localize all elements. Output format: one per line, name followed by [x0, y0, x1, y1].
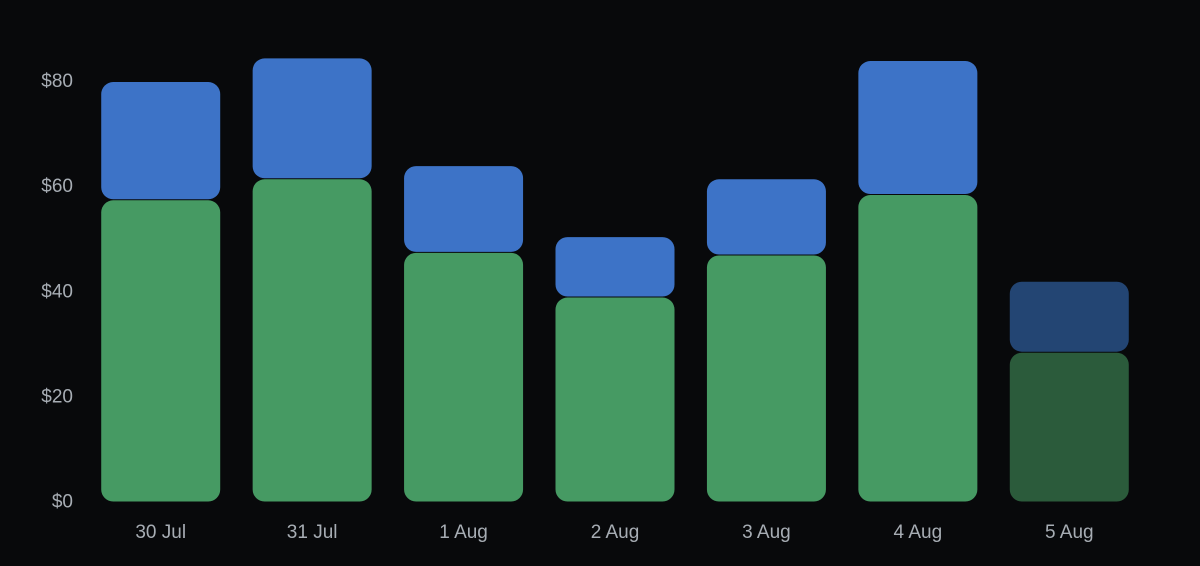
- bar-stack[interactable]: [858, 61, 978, 502]
- bar-stack[interactable]: [706, 179, 826, 502]
- x-tick-label: 4 Aug: [894, 522, 943, 543]
- x-tick-label: 1 Aug: [439, 522, 488, 543]
- bars-layer: [101, 58, 1129, 502]
- y-tick-label: $60: [41, 176, 73, 197]
- bar-segment-lower[interactable]: [706, 255, 826, 502]
- y-tick-label: $0: [52, 492, 73, 513]
- bar-segment-upper[interactable]: [252, 58, 372, 179]
- bar-stack[interactable]: [101, 82, 221, 502]
- bar-segment-lower[interactable]: [1009, 352, 1129, 502]
- bar-stack[interactable]: [404, 166, 524, 502]
- y-tick-label: $20: [41, 386, 73, 407]
- x-tick-label: 5 Aug: [1045, 522, 1094, 543]
- bar-stack[interactable]: [252, 58, 372, 502]
- y-tick-label: $80: [41, 71, 73, 92]
- x-tick-label: 31 Jul: [287, 522, 338, 543]
- bar-segment-lower[interactable]: [101, 200, 221, 502]
- bar-segment-upper[interactable]: [101, 82, 221, 200]
- bar-stack[interactable]: [1009, 281, 1129, 502]
- x-tick-label: 2 Aug: [591, 522, 640, 543]
- bar-segment-lower[interactable]: [252, 179, 372, 502]
- bar-segment-lower[interactable]: [858, 195, 978, 502]
- x-tick-label: 30 Jul: [135, 522, 186, 543]
- bar-segment-upper[interactable]: [706, 179, 826, 255]
- bar-stack[interactable]: [555, 237, 675, 502]
- bar-segment-lower[interactable]: [404, 252, 524, 502]
- x-tick-label: 3 Aug: [742, 522, 791, 543]
- bar-segment-upper[interactable]: [858, 61, 978, 195]
- y-tick-label: $40: [41, 281, 73, 302]
- bar-segment-upper[interactable]: [404, 166, 524, 252]
- bar-segment-upper[interactable]: [1009, 281, 1129, 352]
- bar-segment-lower[interactable]: [555, 297, 675, 502]
- x-axis: 30 Jul 31 Jul 1 Aug 2 Aug 3 Aug 4 Aug 5 Aug: [135, 522, 1093, 543]
- y-axis: $0 $20 $40 $60 $80: [41, 71, 73, 512]
- bar-segment-upper[interactable]: [555, 237, 675, 297]
